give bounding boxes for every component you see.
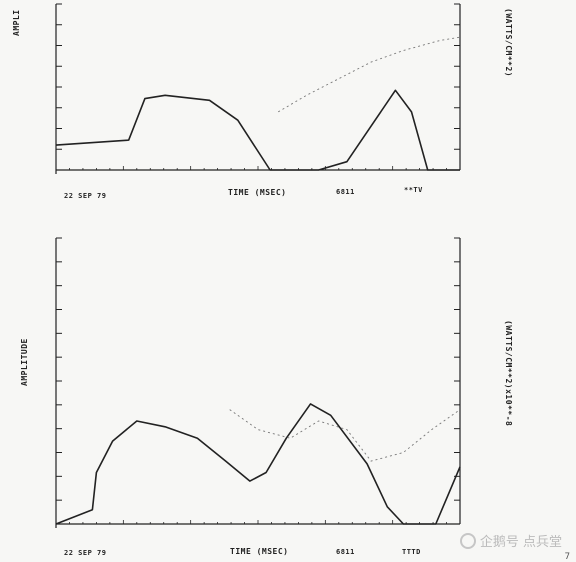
x-axis-label-top: TIME (MSEC)	[228, 188, 287, 197]
chart-top-svg	[55, 3, 461, 174]
y2-axis-label-top: (WATTS/CM**2)	[504, 8, 513, 78]
page-number: 7	[564, 552, 570, 562]
top-series-2	[277, 36, 461, 113]
bottom-series-1	[55, 403, 461, 525]
chart-bottom: AMPLITUDE (WATTS/CM**2)x10**-8 TIME (MSE…	[0, 228, 576, 562]
watermark: 企鹅号 点兵堂	[459, 531, 562, 550]
watermark-logo-icon	[459, 532, 476, 549]
chart-bottom-svg	[55, 237, 461, 528]
annotation2-bottom: TTTD	[402, 548, 421, 556]
chart-top: AMPLI (WATTS/CM**2) TIME (MSEC) 22 SEP 7…	[0, 0, 576, 205]
bottom-series-2	[229, 409, 461, 462]
x-axis-label-bottom: TIME (MSEC)	[230, 547, 289, 556]
watermark-text: 企鹅号 点兵堂	[479, 535, 562, 550]
y-axis-label-bottom: AMPLITUDE	[20, 338, 29, 386]
annotation-top: 6811	[336, 188, 355, 196]
top-series-1	[55, 89, 460, 171]
y-axis-label-top: AMPLI	[12, 9, 21, 36]
y2-axis-label-bottom: (WATTS/CM**2)x10**-8	[504, 320, 513, 427]
date-label-top: 22 SEP 79	[64, 192, 107, 200]
annotation-bottom: 6811	[336, 548, 355, 556]
date-label-bottom: 22 SEP 79	[64, 549, 107, 557]
annotation2-top: **TV	[404, 186, 423, 194]
